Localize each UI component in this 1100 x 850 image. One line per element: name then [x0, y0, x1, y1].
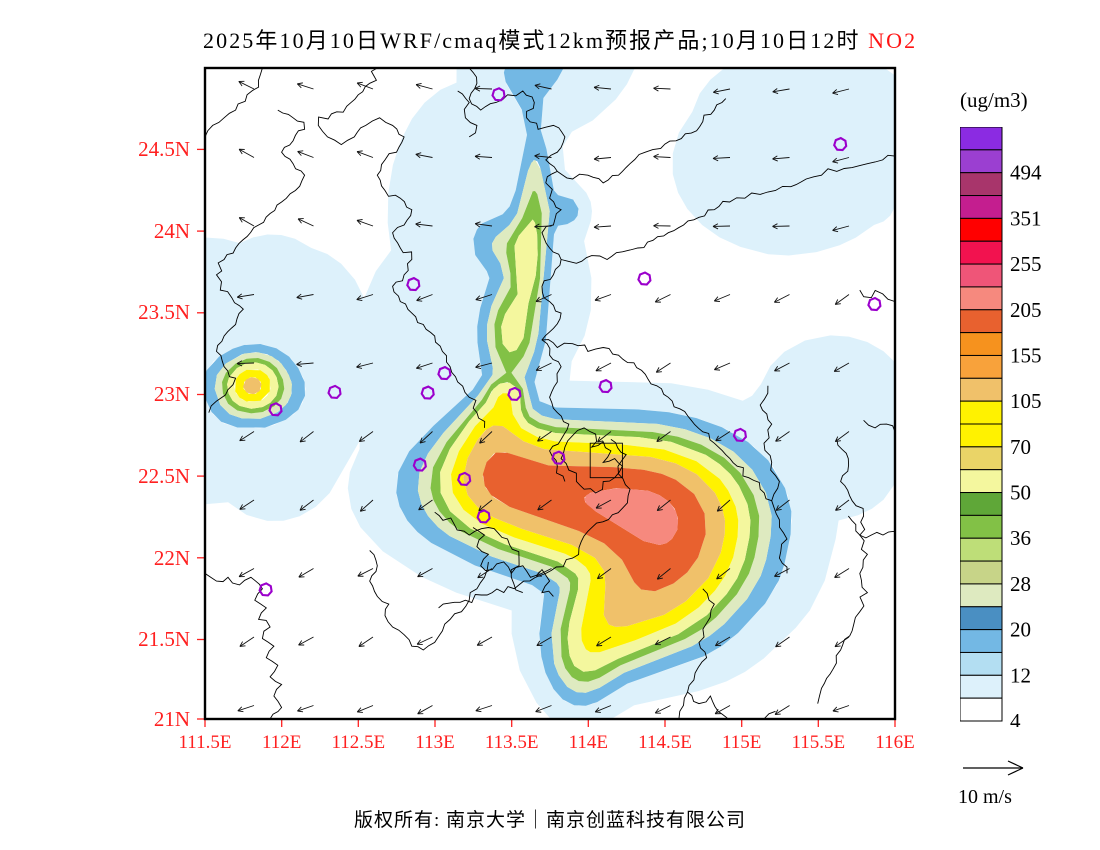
- svg-text:105: 105: [1010, 389, 1042, 413]
- svg-text:12: 12: [1010, 663, 1031, 687]
- svg-text:112E: 112E: [262, 732, 301, 753]
- svg-text:116E: 116E: [875, 732, 914, 753]
- svg-text:351: 351: [1010, 206, 1042, 230]
- svg-text:28: 28: [1010, 572, 1031, 596]
- svg-text:20: 20: [1010, 618, 1031, 642]
- svg-text:21.5N: 21.5N: [138, 627, 190, 651]
- svg-text:36: 36: [1010, 526, 1031, 550]
- svg-text:24N: 24N: [154, 219, 190, 243]
- svg-text:494: 494: [1010, 161, 1042, 185]
- svg-text:22N: 22N: [154, 546, 190, 570]
- svg-text:111.5E: 111.5E: [179, 732, 232, 753]
- svg-text:114E: 114E: [569, 732, 608, 753]
- svg-text:24.5N: 24.5N: [138, 137, 190, 161]
- svg-text:23.5N: 23.5N: [138, 300, 190, 324]
- svg-text:115.5E: 115.5E: [791, 732, 845, 753]
- svg-text:205: 205: [1010, 298, 1042, 322]
- svg-text:155: 155: [1010, 343, 1042, 367]
- svg-text:114.5E: 114.5E: [638, 732, 692, 753]
- svg-text:115E: 115E: [722, 732, 761, 753]
- svg-text:21N: 21N: [154, 707, 190, 731]
- svg-text:50: 50: [1010, 481, 1031, 505]
- svg-text:23N: 23N: [154, 382, 190, 406]
- svg-text:112.5E: 112.5E: [331, 732, 385, 753]
- svg-text:70: 70: [1010, 435, 1031, 459]
- svg-text:113E: 113E: [415, 732, 454, 753]
- svg-text:255: 255: [1010, 252, 1042, 276]
- svg-text:4: 4: [1010, 709, 1021, 727]
- svg-text:113.5E: 113.5E: [485, 732, 539, 753]
- svg-text:22.5N: 22.5N: [138, 464, 190, 488]
